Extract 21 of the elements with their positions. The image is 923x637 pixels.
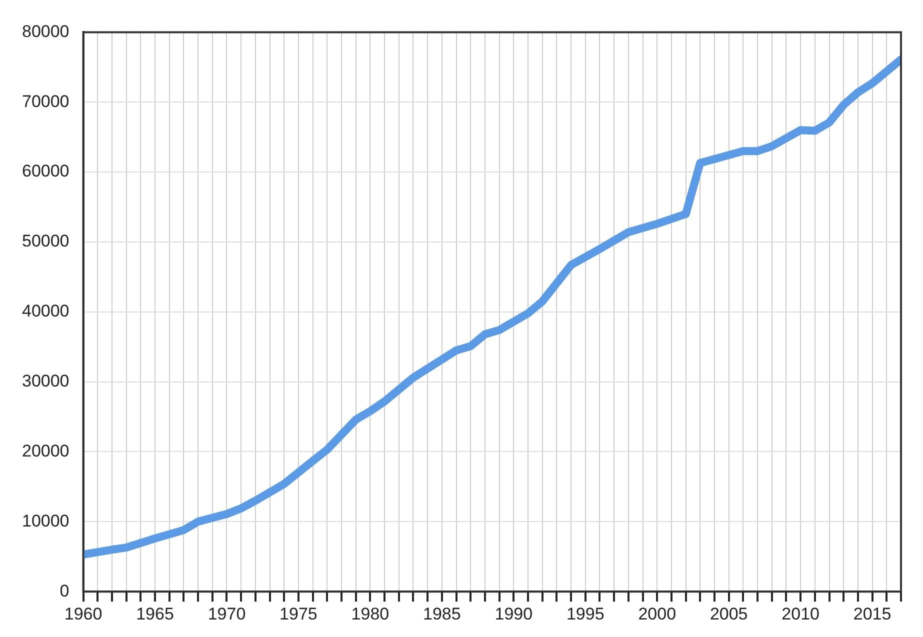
y-tick-label: 30000 [22,372,70,391]
x-tick-label: 1985 [423,604,461,624]
y-tick-label: 10000 [22,511,70,530]
x-tick-label: 2005 [710,604,748,624]
x-tick-label: 2015 [853,604,892,624]
y-tick-label: 0 [60,581,70,600]
x-tick-label: 1970 [208,604,246,624]
x-tick-label: 2010 [782,604,820,624]
x-tick-label: 1980 [351,604,390,624]
y-tick-label: 60000 [22,162,70,181]
y-tick-label: 50000 [22,232,70,251]
y-tick-label: 70000 [22,92,70,111]
x-tick-label: 1990 [494,604,533,624]
x-tick-label: 1960 [64,604,102,624]
x-tick-label: 1975 [280,604,318,624]
y-tick-label: 40000 [22,302,70,321]
x-tick-label: 1965 [136,604,174,624]
y-tick-label: 80000 [22,22,70,41]
y-tick-label: 20000 [22,441,70,460]
x-tick-label: 2000 [638,604,676,624]
x-tick-label: 1995 [566,604,604,624]
